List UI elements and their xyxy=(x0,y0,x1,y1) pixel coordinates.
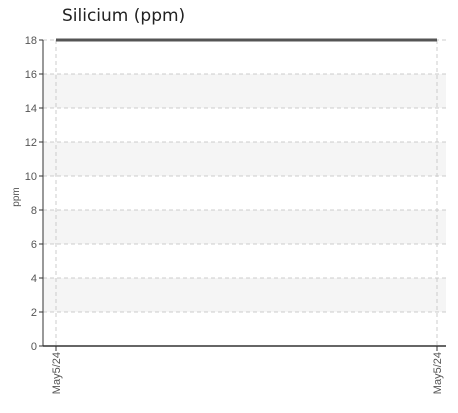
y-tick-label: 10 xyxy=(25,171,37,183)
y-tick-label: 6 xyxy=(31,239,37,251)
x-tick-label: May5/24 xyxy=(432,352,444,394)
chart-title: Silicium (ppm) xyxy=(62,6,186,26)
y-tick-label: 14 xyxy=(25,103,37,115)
y-tick-label: 16 xyxy=(25,69,37,81)
y-tick-label: 18 xyxy=(25,35,37,47)
y-tick-label: 8 xyxy=(31,205,37,217)
grid-band xyxy=(43,210,446,244)
y-tick-label: 4 xyxy=(31,273,37,285)
y-axis-label: ppm xyxy=(11,187,22,206)
grid-band xyxy=(43,278,446,312)
y-tick-label: 12 xyxy=(25,137,37,149)
y-tick-label: 0 xyxy=(31,341,37,353)
grid-band xyxy=(43,74,446,108)
grid-band xyxy=(43,142,446,176)
x-tick-label: May5/24 xyxy=(51,352,63,394)
y-tick-label: 2 xyxy=(31,307,37,319)
